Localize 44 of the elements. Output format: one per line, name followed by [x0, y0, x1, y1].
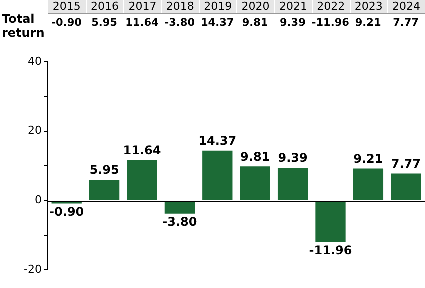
text: -0.90: [50, 204, 84, 219]
x-tick-label: 2022: [312, 0, 350, 13]
text: 5.95: [90, 163, 120, 178]
x-tick-label: 2016: [86, 0, 124, 13]
y-tick-label: 0: [35, 194, 42, 207]
x-tick-label: 2017: [123, 0, 162, 13]
bar: [202, 150, 233, 200]
x-tick-label: 2020: [236, 0, 274, 13]
data-label: -11.96: [312, 16, 350, 30]
data-label: 14.37: [200, 16, 236, 30]
bar: [127, 160, 158, 200]
bar: [89, 180, 120, 200]
x-tick-label: 2021: [274, 0, 312, 13]
text: 14.37: [198, 134, 237, 148]
text: 9.21: [354, 152, 384, 166]
bar: [278, 168, 308, 200]
data-label: 11.64: [124, 16, 160, 30]
x-tick-label: 2018: [161, 0, 199, 13]
bar: [353, 168, 384, 200]
x-tick-label: 2024: [387, 0, 425, 13]
text: Total return: [2, 12, 45, 40]
text: -3.80: [162, 214, 198, 229]
data-label: -0.90: [50, 16, 83, 30]
text: 9.81: [240, 150, 270, 164]
data-label: -3.80: [164, 16, 196, 30]
x-tick-label: 2023: [350, 0, 388, 13]
text: 7.77: [391, 156, 421, 171]
text: 11.64: [123, 143, 162, 158]
y-tick-label: 40: [28, 54, 42, 68]
data-label: 5.95: [90, 16, 118, 30]
text: -11.96: [309, 243, 352, 258]
bar: [164, 201, 196, 214]
data-label: 7.77: [392, 16, 420, 30]
x-tick-label: 2015: [52, 0, 82, 13]
y-tick-label: 20: [28, 124, 42, 138]
bar: [240, 166, 270, 200]
data-label: 9.39: [279, 16, 307, 30]
data-label: 9.21: [354, 16, 382, 30]
data-label: 9.81: [241, 16, 270, 30]
x-tick-label: 2019: [198, 0, 236, 13]
text: 9.39: [278, 151, 308, 166]
y-tick-label: -20: [24, 262, 42, 276]
bar: [391, 174, 422, 200]
bar: [316, 201, 346, 242]
